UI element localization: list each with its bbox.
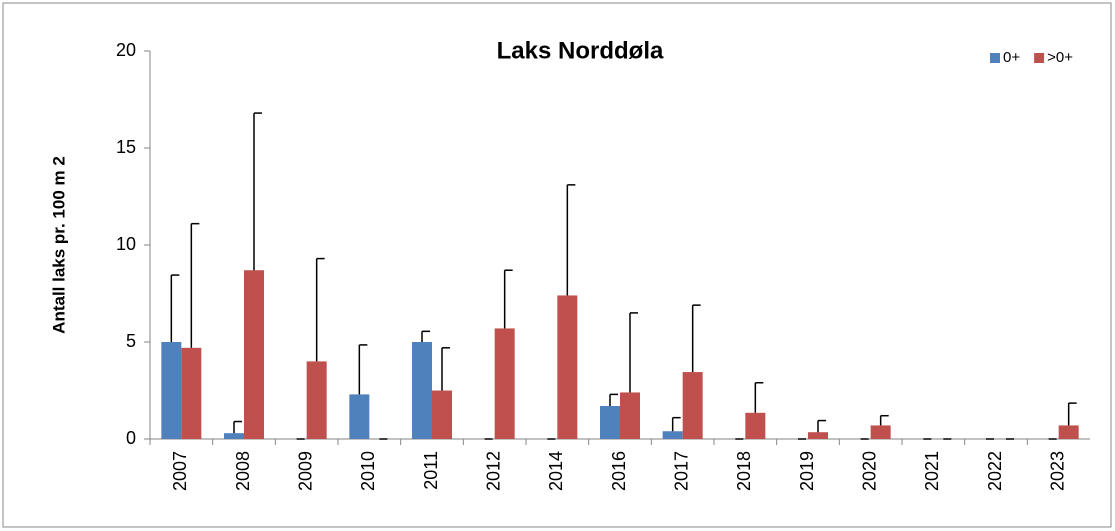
x-tick-label: 2022: [985, 451, 1005, 491]
bar: [181, 347, 202, 439]
x-tick-label: 2012: [483, 451, 503, 491]
x-tick-label: 2019: [797, 451, 817, 491]
x-tick-label: 2023: [1047, 451, 1067, 491]
legend-swatch: [1034, 53, 1045, 63]
bar: [494, 328, 515, 439]
bar: [682, 372, 703, 439]
x-tick-label: 2018: [734, 451, 754, 491]
x-tick-label: 2020: [859, 451, 879, 491]
bar: [557, 295, 578, 439]
x-tick-label: 2011: [421, 451, 441, 490]
bar: [349, 394, 370, 439]
x-tick-label: 2017: [671, 451, 691, 491]
legend-swatch: [990, 53, 1000, 63]
x-tick-label: 2009: [295, 451, 315, 491]
x-tick-label: 2008: [233, 451, 253, 491]
bar: [1058, 425, 1079, 439]
bar: [662, 431, 683, 439]
bar: [306, 361, 327, 439]
bar: [808, 432, 828, 439]
bar: [432, 390, 452, 439]
bar: [600, 406, 620, 439]
y-axis-title: Antall laks pr. 100 m 2: [49, 156, 68, 334]
bar: [412, 342, 432, 439]
x-tick-label: 2014: [546, 451, 566, 491]
y-tick-label: 0: [126, 428, 136, 448]
chart-title: Laks Norddøla: [497, 37, 664, 64]
bar: [161, 342, 182, 439]
bar: [870, 425, 891, 439]
bar: [244, 270, 264, 439]
bar: [224, 433, 244, 439]
legend-label: 0+: [1003, 49, 1020, 66]
legend-label: >0+: [1047, 49, 1073, 66]
x-tick-label: 2021: [922, 451, 942, 491]
x-tick-label: 2007: [170, 451, 190, 491]
x-tick-label: 2010: [358, 451, 378, 491]
y-tick-label: 10: [116, 234, 136, 254]
bar: [745, 412, 766, 439]
x-tick-label: 2016: [609, 451, 629, 491]
y-tick-label: 5: [126, 331, 136, 351]
bar: [620, 392, 640, 439]
y-tick-label: 15: [116, 137, 136, 157]
y-tick-label: 20: [116, 40, 136, 60]
